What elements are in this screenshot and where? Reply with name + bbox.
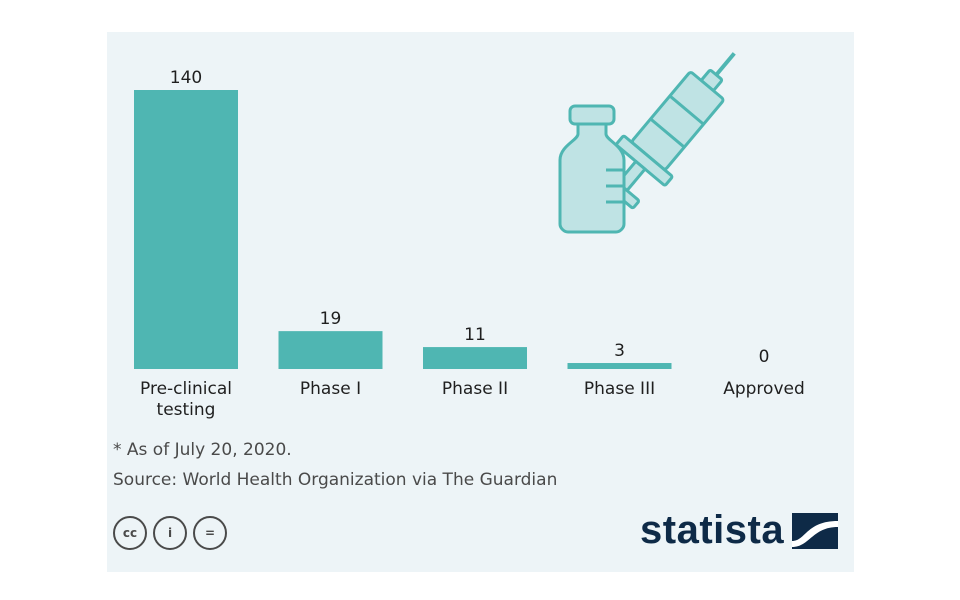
bar-3	[567, 363, 672, 369]
brand-name: statista	[640, 508, 785, 552]
bar-2	[423, 347, 527, 369]
bar-1	[278, 331, 383, 369]
value-label-3: 3	[614, 341, 625, 361]
statista-mark-icon	[792, 512, 839, 549]
no-derivatives-icon[interactable]: =	[193, 516, 227, 550]
value-labels-layer: 140 19 11 3 0	[170, 68, 770, 367]
vaccine-vial-syringe-icon	[558, 52, 736, 234]
category-label-0-line-1: testing	[157, 400, 216, 420]
statista-logo[interactable]: statista	[640, 508, 839, 553]
bars-layer	[134, 90, 672, 369]
footnote: * As of July 20, 2020.	[113, 440, 292, 460]
bar-0	[134, 90, 238, 369]
category-label-4: Approved	[723, 379, 805, 399]
category-label-1: Phase I	[300, 379, 361, 399]
category-label-0-line-0: Pre-clinical	[140, 379, 232, 399]
value-label-2: 11	[464, 325, 486, 345]
attribution-icon[interactable]: i	[153, 516, 187, 550]
source-note: Source: World Health Organization via Th…	[113, 470, 558, 490]
cc-icon[interactable]: cc	[113, 516, 147, 550]
value-label-0: 140	[170, 68, 202, 88]
value-label-4: 0	[759, 347, 770, 367]
value-label-1: 19	[320, 309, 342, 329]
category-label-2: Phase II	[442, 379, 508, 399]
license-badges: cc i =	[113, 516, 227, 550]
category-label-3: Phase III	[584, 379, 655, 399]
